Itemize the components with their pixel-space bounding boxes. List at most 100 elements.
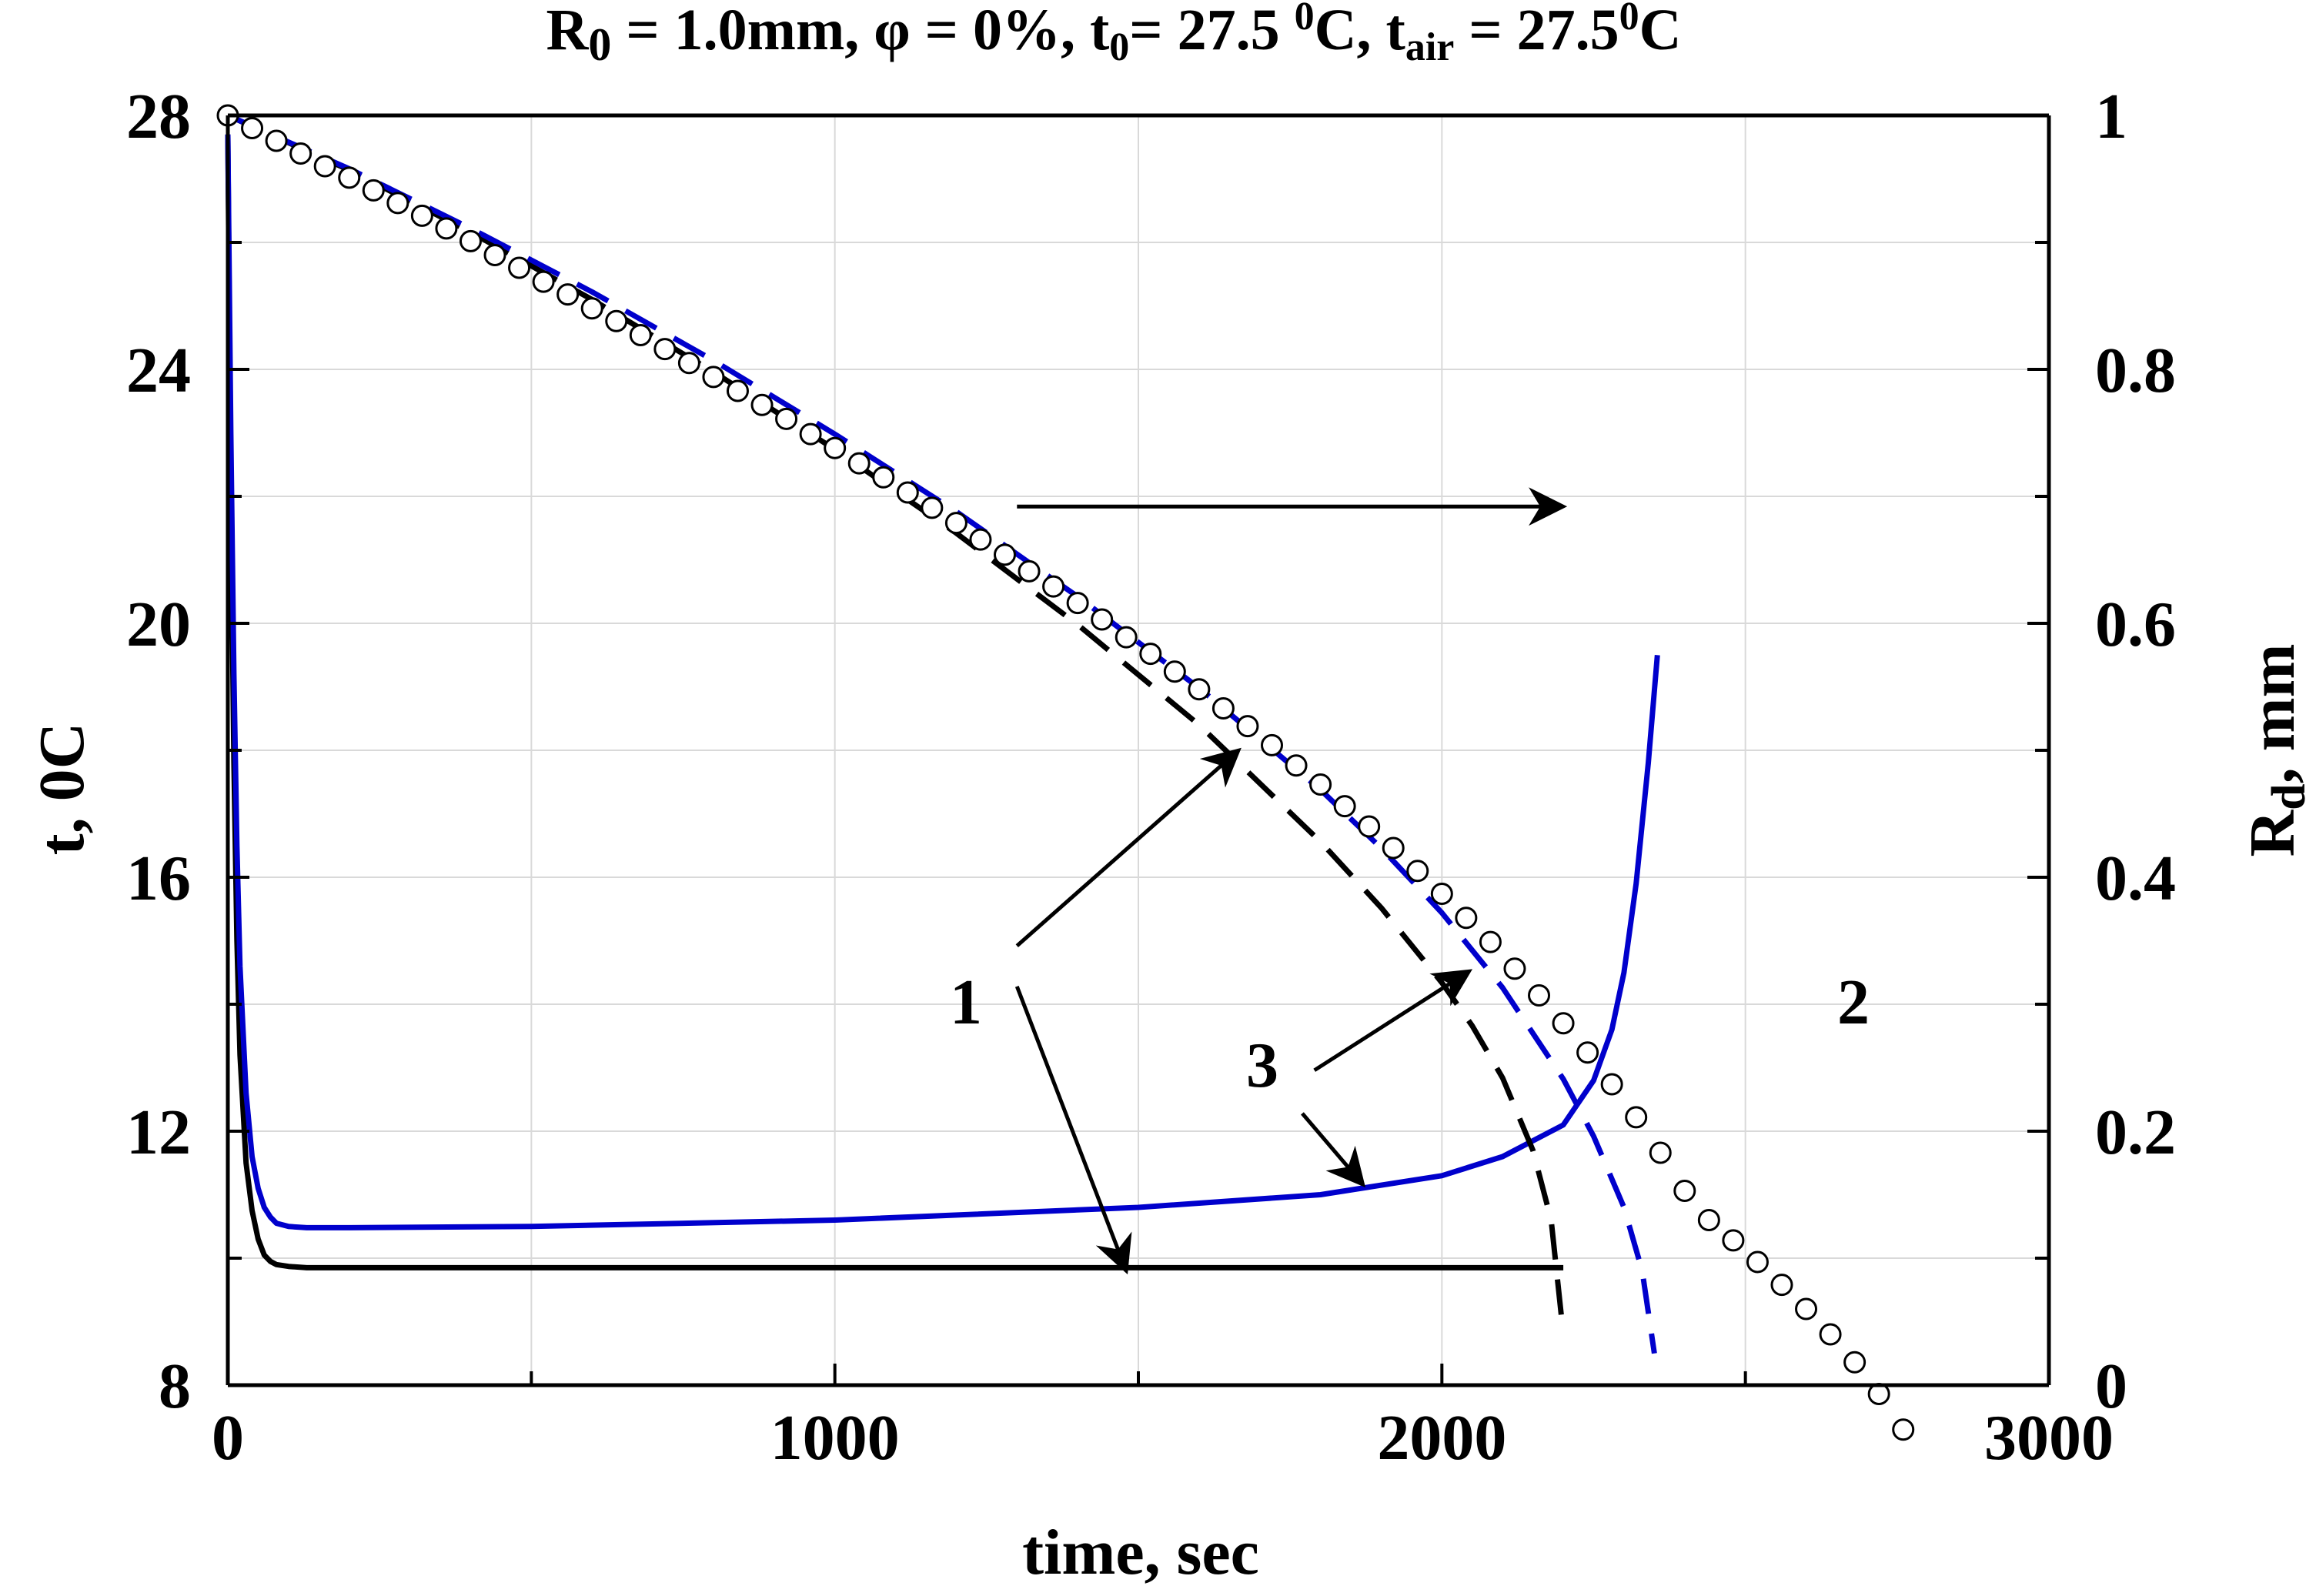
y-left-tick-label: 16	[126, 843, 191, 914]
data-point-series-5	[775, 407, 798, 430]
data-point-series-5	[459, 229, 482, 252]
y-right-tick-label: 0.6	[2095, 589, 2176, 660]
curve-label-1: 1	[950, 967, 982, 1038]
title-tair-sub: air	[1405, 25, 1455, 69]
title-t0-val: = 27.5	[1129, 0, 1294, 62]
y-right-tick-label: 0.8	[2095, 335, 2176, 406]
data-point-series-5	[799, 422, 822, 446]
x-axis-label: time, sec	[1022, 1517, 1259, 1588]
title-r: R	[546, 0, 589, 62]
data-point-series-5	[1697, 1209, 1720, 1231]
data-point-series-5	[483, 244, 506, 266]
data-point-series-5	[1406, 860, 1429, 883]
data-point-series-5	[726, 379, 749, 402]
y-right-axis-label: Rd, mm	[2237, 643, 2315, 856]
data-point-series-5	[1285, 754, 1308, 777]
data-point-series-5	[1309, 773, 1332, 796]
data-point-series-5	[896, 481, 919, 504]
x-tick-label: 1000	[770, 1402, 900, 1474]
data-point-series-5	[750, 393, 774, 416]
data-point-series-5	[338, 166, 361, 189]
data-point-series-5	[1066, 592, 1089, 615]
title-t0-sub: 0	[1109, 25, 1129, 69]
chart-title: R0 = 1.0mm, φ = 0%, t0= 27.5 0C, tair = …	[546, 0, 1681, 70]
data-point-series-5	[921, 496, 944, 519]
title-tair-sup: 0	[1619, 0, 1639, 38]
data-point-series-5	[1819, 1323, 1842, 1346]
data-point-series-5	[702, 366, 725, 389]
data-point-series-5	[1843, 1351, 1867, 1374]
data-point-series-5	[1163, 660, 1186, 683]
data-point-series-5	[1261, 733, 1284, 756]
data-point-series-5	[629, 323, 652, 346]
title-tair-unit: C	[1639, 0, 1682, 62]
data-point-series-5	[1091, 608, 1114, 631]
data-point-series-5	[1528, 983, 1551, 1007]
annotation-arrow-2	[1015, 747, 1242, 947]
data-point-series-5	[1625, 1106, 1648, 1129]
data-point-series-5	[532, 270, 555, 293]
annotation-arrow-4	[1313, 969, 1473, 1072]
data-point-series-5	[1430, 882, 1453, 905]
data-point-series-5	[1115, 626, 1138, 649]
y-right-label-main: R	[2237, 810, 2308, 857]
data-point-series-5	[1455, 907, 1478, 930]
data-point-series-5	[1333, 795, 1356, 818]
data-point-series-5	[1673, 1180, 1696, 1203]
data-point-series-5	[1722, 1229, 1745, 1252]
data-point-series-5	[944, 512, 968, 535]
y-left-label-unit: C	[26, 723, 98, 770]
data-point-series-5	[1188, 678, 1211, 701]
data-point-series-5	[1770, 1274, 1793, 1297]
x-tick-label: 3000	[1984, 1402, 2114, 1474]
data-point-series-5	[508, 256, 531, 279]
data-point-series-5	[1552, 1012, 1575, 1035]
series-line-1	[225, 134, 1564, 1270]
data-point-series-5	[653, 338, 677, 361]
data-point-series-5	[1382, 836, 1405, 860]
data-point-series-5	[1503, 957, 1526, 980]
data-point-series-5	[1042, 575, 1065, 598]
data-point-series-5	[824, 436, 847, 459]
data-point-series-5	[435, 217, 458, 240]
data-point-series-5	[1139, 643, 1162, 666]
data-point-series-5	[1600, 1073, 1623, 1096]
y-right-label-sub: d	[2263, 783, 2315, 810]
data-point-series-5	[872, 466, 895, 489]
y-left-axis-label: t, 0C	[26, 723, 98, 856]
data-point-series-5	[386, 192, 409, 215]
y-left-tick-label: 8	[159, 1351, 191, 1422]
data-point-series-5	[1358, 815, 1381, 838]
x-tick-label: 0	[212, 1402, 244, 1474]
title-t0-unit: C, t	[1315, 0, 1405, 62]
data-point-series-5	[1211, 697, 1235, 720]
series-layer	[216, 104, 1915, 1441]
title-t0-sup: 0	[1295, 0, 1315, 38]
data-point-series-5	[993, 543, 1016, 566]
y-right-tick-label: 0.2	[2095, 1097, 2176, 1168]
series-line-4	[226, 112, 1657, 1354]
y-left-tick-label: 12	[126, 1097, 191, 1168]
data-point-series-5	[1649, 1141, 1672, 1164]
y-left-label-main: t, 0	[26, 769, 98, 855]
data-point-series-5	[1892, 1418, 1915, 1441]
annotation-arrow-5	[1301, 1112, 1366, 1188]
data-point-series-5	[1479, 930, 1502, 953]
series-line-2	[225, 134, 1660, 1230]
data-point-series-5	[605, 309, 628, 332]
data-point-series-5	[847, 452, 871, 475]
series-line-3	[226, 112, 1566, 1335]
y-left-tick-label: 28	[126, 81, 191, 152]
y-left-tick-label: 24	[126, 335, 191, 406]
y-right-tick-label: 0	[2095, 1351, 2127, 1422]
data-point-series-5	[1795, 1297, 1818, 1321]
grid-layer	[228, 115, 2049, 1385]
data-point-series-5	[241, 117, 264, 139]
data-point-series-5	[556, 283, 580, 306]
title-r-val: = 1.0mm, φ = 0%, t	[611, 0, 1109, 62]
y-right-tick-label: 0.4	[2095, 843, 2176, 914]
data-point-series-5	[362, 179, 385, 202]
